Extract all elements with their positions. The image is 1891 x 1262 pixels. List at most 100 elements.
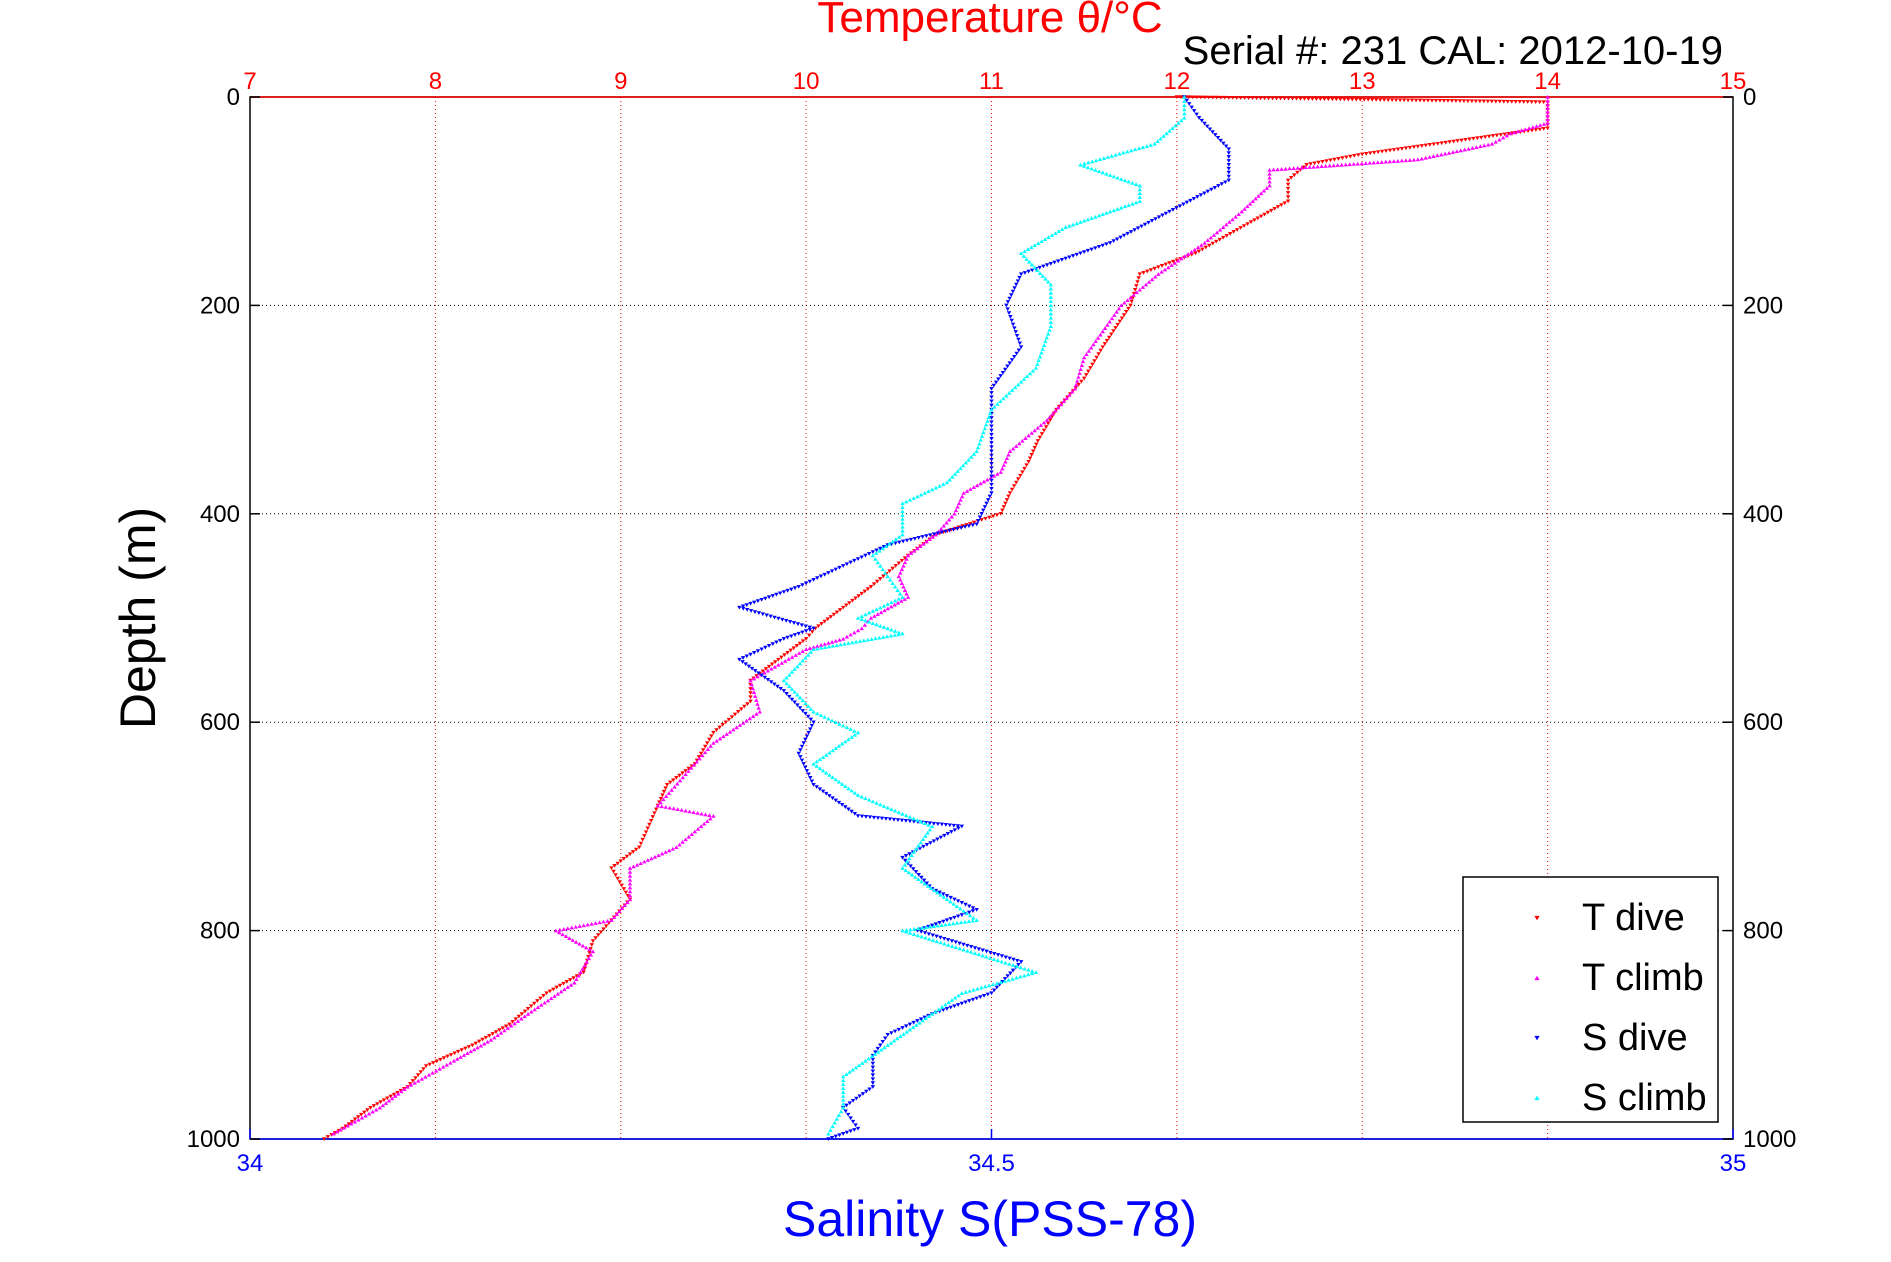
data-point [1193, 251, 1198, 256]
data-point [341, 1125, 347, 1130]
data-point [1202, 121, 1207, 126]
data-point [1466, 146, 1471, 151]
data-point [490, 1032, 495, 1036]
data-point [899, 581, 905, 586]
data-point [1076, 382, 1081, 387]
data-point [915, 926, 921, 931]
data-point [944, 897, 950, 902]
data-point [1367, 160, 1372, 165]
data-point [808, 717, 814, 722]
data-point [803, 765, 808, 770]
data-point [789, 687, 795, 691]
data-point [1069, 389, 1075, 394]
data-point [969, 454, 974, 459]
data-point [1048, 290, 1054, 295]
data-point [742, 704, 747, 709]
data-point [699, 811, 704, 816]
data-point [615, 876, 620, 881]
data-point [983, 984, 988, 989]
data-point [1537, 127, 1543, 132]
data-point [1111, 174, 1117, 179]
data-point [1006, 977, 1011, 982]
data-point [1021, 254, 1027, 258]
data-point [805, 714, 811, 719]
data-point [396, 1091, 401, 1096]
data-point [912, 548, 917, 553]
data-point [542, 1000, 547, 1005]
data-point [1184, 98, 1189, 103]
data-point [817, 766, 823, 771]
data-point [988, 950, 993, 955]
data-point [975, 445, 981, 450]
data-point [944, 918, 950, 923]
data-point [848, 1116, 853, 1121]
data-point [589, 943, 594, 947]
data-point [808, 776, 813, 780]
data-point [1304, 162, 1309, 167]
data-point [1467, 137, 1472, 142]
data-point [1211, 233, 1217, 237]
data-point [766, 664, 772, 669]
data-point [1045, 421, 1051, 426]
data-point [815, 576, 820, 581]
data-point [721, 734, 726, 739]
data-point [683, 772, 688, 777]
data-point [1107, 209, 1113, 214]
data-point [866, 551, 872, 556]
data-point [920, 837, 926, 841]
data-point [638, 861, 643, 866]
data-point [674, 845, 679, 849]
data-point [956, 993, 961, 998]
data-point [787, 620, 793, 624]
data-point [1035, 268, 1040, 273]
data-point [892, 584, 898, 589]
data-point [1347, 162, 1352, 167]
data-point [803, 737, 808, 742]
data-point [1214, 239, 1219, 244]
data-point [1011, 957, 1016, 962]
data-point [1113, 152, 1118, 157]
data-point [619, 883, 624, 888]
data-point [1339, 162, 1344, 167]
data-point [737, 723, 743, 727]
data-point [1003, 459, 1008, 464]
data-point [1182, 115, 1187, 120]
data-point [1443, 140, 1448, 145]
data-point [880, 1039, 885, 1044]
data-point [1121, 313, 1127, 317]
data-point [1217, 227, 1223, 232]
data-point [585, 922, 590, 927]
data-point [1047, 414, 1053, 419]
data-point [1121, 150, 1126, 155]
data-point [866, 797, 872, 802]
data-point [998, 980, 1004, 984]
data-point [441, 1064, 446, 1069]
data-point [601, 919, 606, 924]
data-point [1107, 319, 1112, 324]
data-point [1014, 480, 1019, 485]
data-point [749, 682, 754, 687]
data-point [1013, 385, 1018, 390]
data-point [455, 1056, 460, 1061]
series-layer [321, 95, 1550, 1141]
data-point [944, 1006, 950, 1011]
data-point [833, 638, 838, 643]
data-point [1179, 256, 1184, 261]
data-point [1336, 157, 1341, 161]
data-point [581, 970, 586, 975]
data-point [1160, 213, 1165, 218]
data-point [1292, 173, 1297, 178]
data-point [1512, 130, 1517, 135]
data-point [1265, 210, 1271, 215]
x-axis-label: Salinity S(PSS-78) [783, 1191, 1197, 1247]
data-point [843, 784, 848, 788]
data-point [819, 622, 824, 626]
data-point [996, 377, 1001, 382]
data-point [621, 887, 627, 891]
data-point [1143, 282, 1149, 287]
data-point [1014, 333, 1020, 338]
data-point [1009, 293, 1014, 297]
data-point [1082, 161, 1087, 166]
data-point [902, 597, 907, 601]
data-point [1067, 255, 1072, 260]
